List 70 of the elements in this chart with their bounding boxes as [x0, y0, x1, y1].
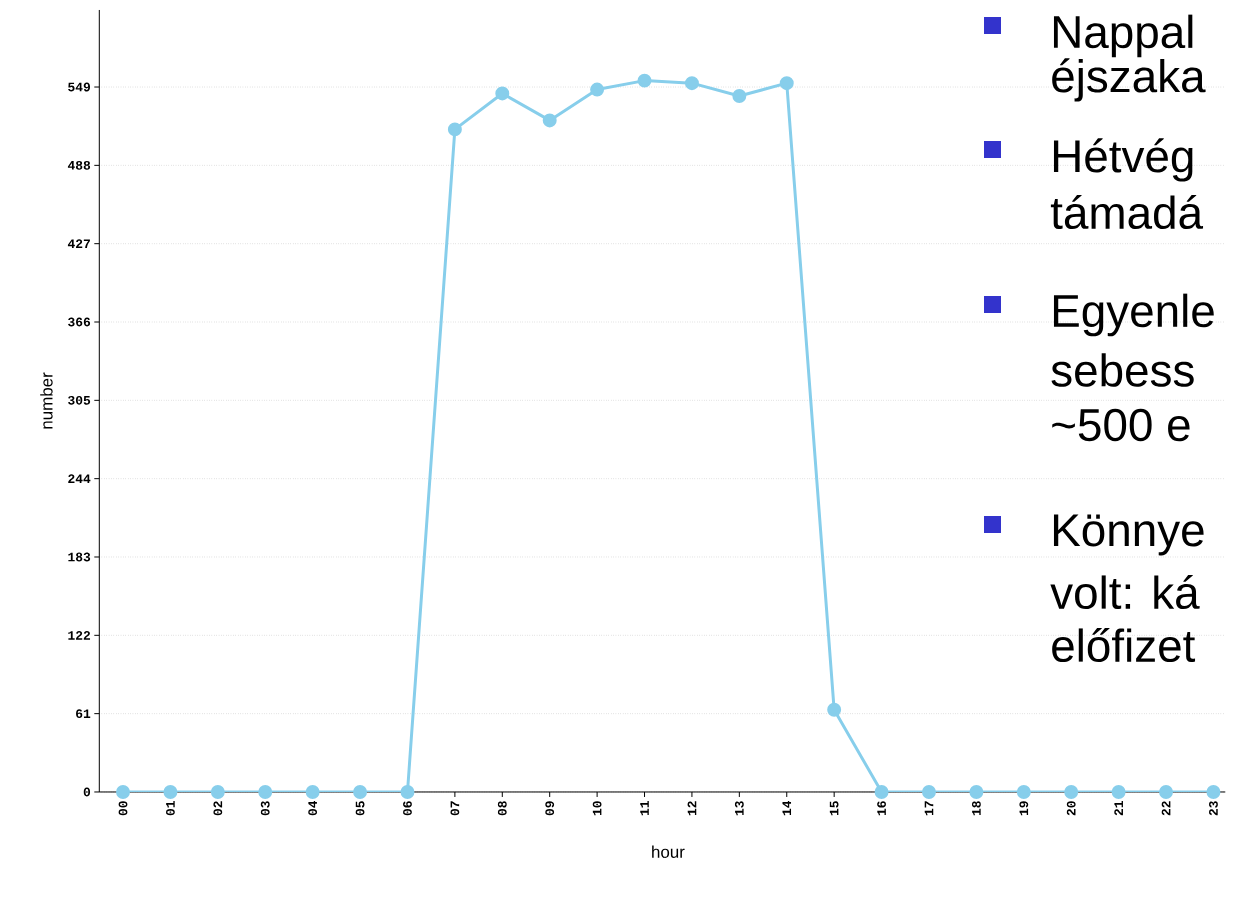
point [305, 785, 320, 799]
point [922, 785, 936, 799]
x-tick-label: 00 [118, 801, 128, 816]
x-tick-label: 01 [166, 801, 175, 816]
x-tick-label: 05 [355, 801, 365, 816]
x-tick-label: 13 [734, 801, 744, 816]
y-tick-label: 427 [67, 239, 90, 249]
y-tick-label: 305 [68, 395, 91, 405]
annotation: támadá [1050, 194, 1204, 230]
x-tick-label: 20 [1066, 801, 1076, 816]
x-tick-label: 07 [450, 801, 460, 816]
x-axis-title: hour [652, 845, 685, 858]
point [1111, 785, 1126, 799]
point [542, 113, 557, 128]
point [590, 82, 605, 97]
y-tick-label: 61 [76, 709, 91, 719]
y-tick-label: 549 [68, 82, 91, 92]
point [353, 785, 368, 799]
point [732, 89, 747, 103]
point [874, 785, 889, 799]
point [1016, 785, 1031, 799]
x-tick-label: 14 [782, 800, 792, 816]
x-tick-label: 09 [545, 801, 555, 816]
point [1159, 785, 1174, 799]
point [495, 86, 510, 101]
point [210, 785, 225, 799]
annotation: volt: ká [1050, 574, 1200, 610]
x-tick-label: 23 [1209, 801, 1218, 816]
y-tick-label: 488 [67, 160, 91, 170]
x-tick-label: 15 [829, 801, 839, 816]
point [827, 702, 842, 717]
x-tick-label: 10 [592, 801, 602, 816]
y-tick-label: 183 [68, 552, 91, 562]
x-tick-label: 08 [497, 801, 507, 816]
x-tick-label: 17 [924, 801, 934, 816]
x-tick-label: 19 [1019, 801, 1029, 816]
x-tick-label: 18 [971, 801, 981, 816]
x-tick-label: 02 [213, 801, 223, 816]
annotation: előfizet [1052, 627, 1196, 663]
point [447, 122, 462, 137]
y-tick-label: 366 [68, 317, 91, 327]
annotation: Nappal [1053, 14, 1193, 58]
annotation: Könnye [1053, 514, 1204, 556]
annotation: Egyenle [1053, 293, 1214, 337]
x-tick-label: 11 [640, 801, 649, 816]
annotation: Hétvég [1053, 138, 1193, 182]
annotation: sebess [1051, 353, 1194, 387]
x-tick-label: 16 [877, 801, 886, 816]
point [684, 76, 699, 91]
y-tick-label: 122 [68, 630, 91, 640]
point [969, 785, 984, 799]
annotation: ~500 e [1052, 408, 1190, 442]
x-tick-label: 04 [308, 800, 318, 816]
x-tick-label: 06 [403, 801, 412, 816]
y-axis-title: number [40, 372, 53, 429]
y-tick-label: 0 [83, 787, 91, 797]
x-tick-label: 03 [260, 801, 270, 816]
annotation: éjszaka [1052, 58, 1206, 102]
point [400, 785, 415, 799]
point [163, 785, 178, 799]
x-tick-label: 22 [1161, 801, 1171, 816]
y-tick-label: 244 [68, 474, 91, 483]
point [1206, 785, 1221, 799]
point [258, 785, 273, 799]
x-tick-label: 21 [1114, 801, 1123, 816]
point [116, 785, 130, 799]
point [1064, 785, 1079, 799]
point [637, 73, 652, 88]
x-tick-label: 12 [687, 801, 697, 816]
point [779, 76, 794, 91]
